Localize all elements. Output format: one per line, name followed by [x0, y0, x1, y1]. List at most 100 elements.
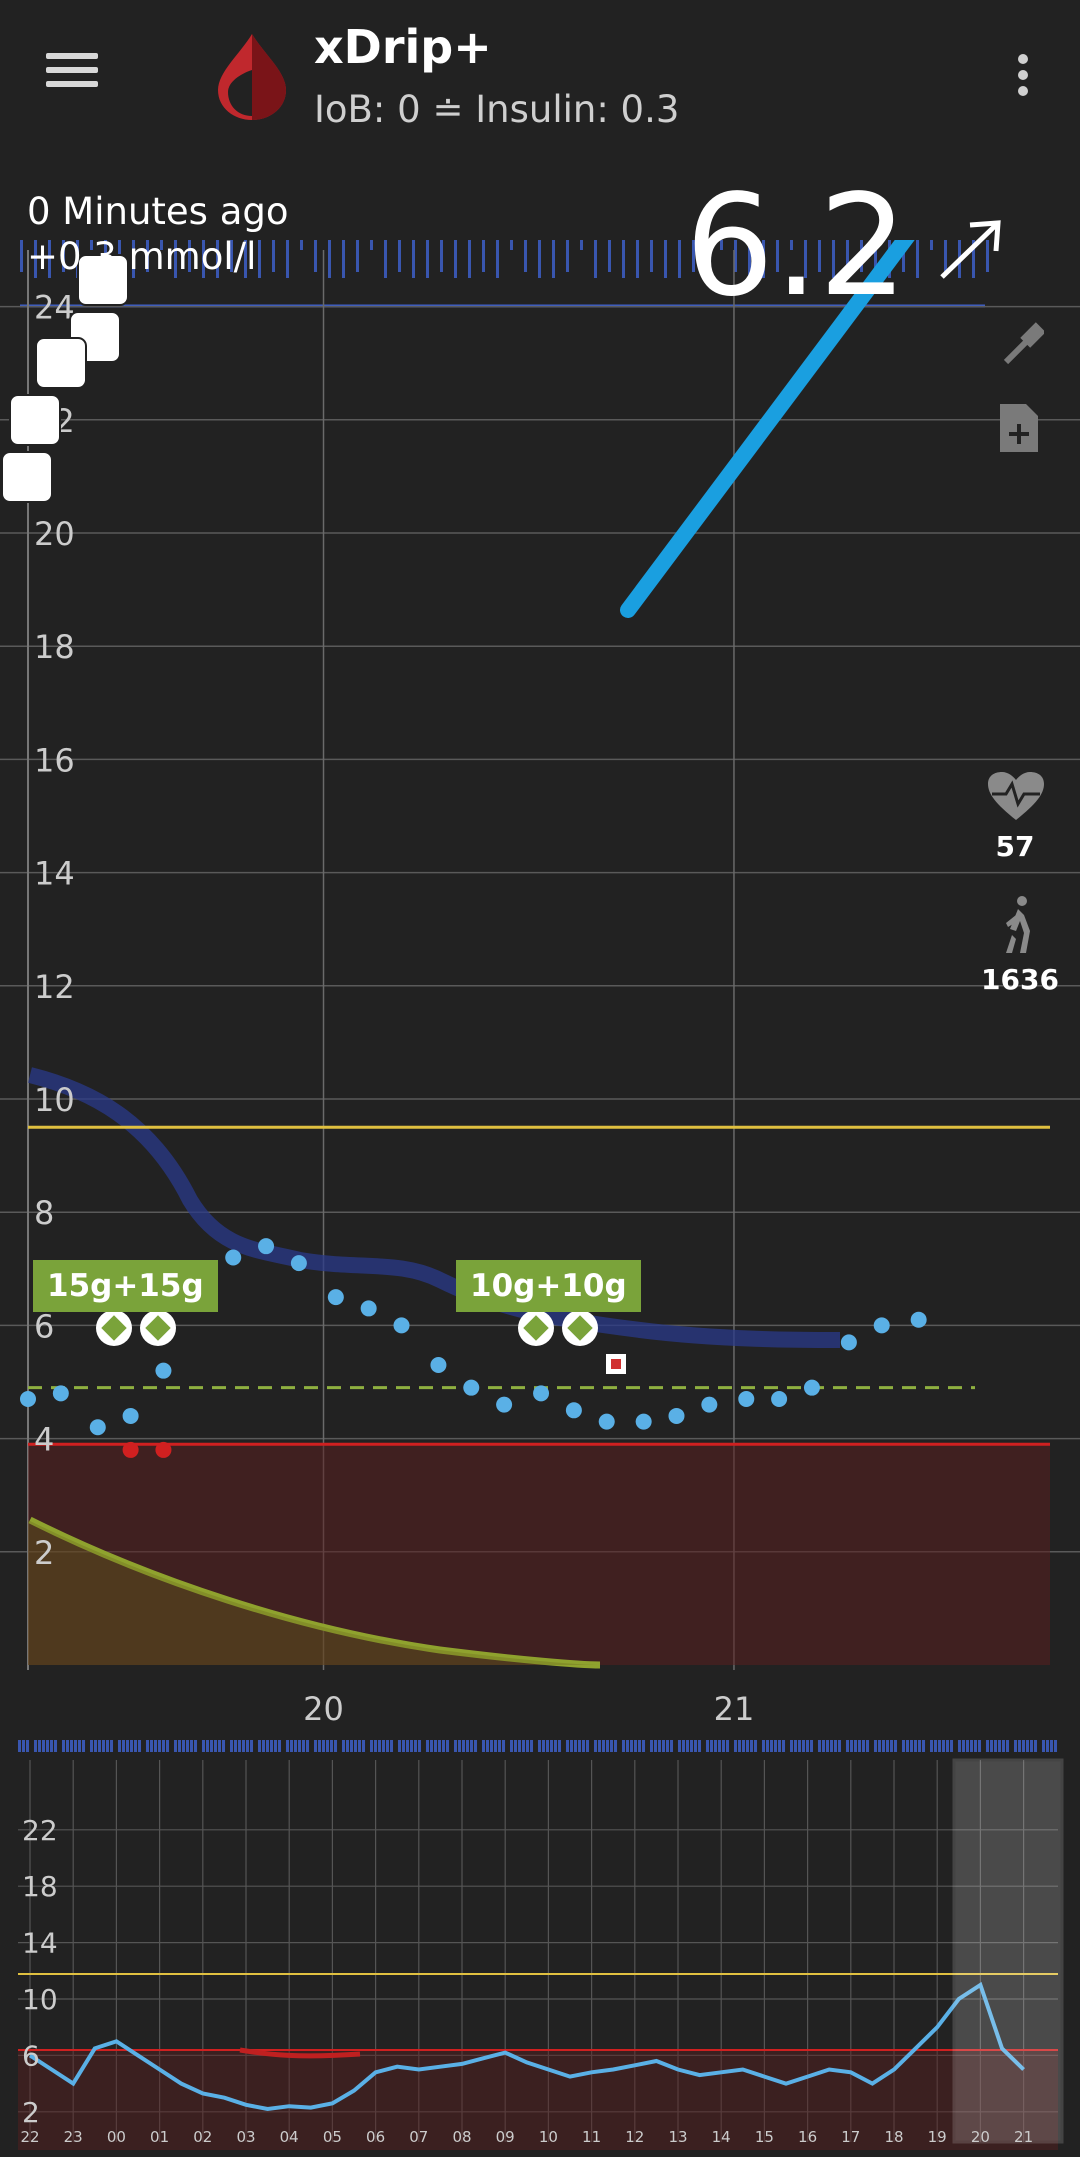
- y-tick-label: 2: [34, 1534, 54, 1572]
- x-tick-label: 21: [714, 1690, 755, 1728]
- app-title: xDrip+: [314, 20, 492, 74]
- overflow-menu-icon[interactable]: [1000, 48, 1046, 108]
- glucose-point: [598, 1413, 615, 1430]
- overview-x-tick: 01: [150, 2128, 169, 2146]
- x-axis-labels: 20 21: [303, 1690, 754, 1728]
- overview-x-tick: 11: [582, 2128, 601, 2146]
- delta-value: +0.3 mmol/l: [27, 235, 257, 278]
- glucose-point: [533, 1385, 550, 1402]
- overview-x-tick: 15: [755, 2128, 774, 2146]
- overview-x-tick: 21: [1014, 2128, 1033, 2146]
- overview-x-tick: 13: [668, 2128, 687, 2146]
- app-bar: xDrip+ IoB: 0 ≐ Insulin: 0.3: [0, 0, 1080, 150]
- overview-x-tick: 06: [366, 2128, 385, 2146]
- y-tick-label: 8: [34, 1194, 54, 1232]
- glucose-point: [122, 1441, 139, 1458]
- glucose-point: [155, 1362, 172, 1379]
- y-tick-label: 10: [34, 1081, 75, 1119]
- overview-y-tick: 6: [22, 2039, 40, 2072]
- hamburger-menu-icon[interactable]: [40, 45, 104, 101]
- glucose-point: [565, 1402, 582, 1419]
- glucose-point: [360, 1300, 377, 1317]
- y-tick-label: 20: [34, 515, 75, 553]
- glucose-point: [635, 1413, 652, 1430]
- overview-y-tick: 2: [22, 2096, 40, 2129]
- overview-x-tick: 22: [20, 2128, 39, 2146]
- blood-test-icon[interactable]: [998, 318, 1044, 370]
- glucose-point: [910, 1311, 927, 1328]
- overview-chart[interactable]: 2 6 10 14 18 22 22 23 00 01 02 03 04 05 06 07 08 09 10 11 1…: [0, 1740, 1080, 2157]
- glucose-point: [668, 1407, 685, 1424]
- glucose-point: [496, 1396, 513, 1413]
- overview-x-tick: 00: [107, 2128, 126, 2146]
- steps-value: 1636: [981, 963, 1059, 996]
- overview-viewport-selection: [952, 1758, 1064, 2144]
- trend-arrow-icon: [940, 220, 1001, 279]
- overview-x-tick: 08: [452, 2128, 471, 2146]
- overview-x-tick: 07: [409, 2128, 428, 2146]
- overview-y-tick: 14: [22, 1927, 58, 1960]
- overview-y-tick: 10: [22, 1983, 58, 2016]
- overview-x-labels: 22 23 00 01 02 03 04 05 06 07 08 09 10 11 12 13 14 15 16 17…: [20, 2128, 1033, 2146]
- overview-x-tick: 09: [496, 2128, 515, 2146]
- glucose-point: [290, 1255, 307, 1272]
- glucose-point: [155, 1441, 172, 1458]
- add-note-icon[interactable]: [996, 400, 1042, 456]
- y-tick-label: 12: [34, 968, 75, 1006]
- heart-rate-icon: [988, 772, 1044, 820]
- carb-absorption-curve: [28, 1516, 601, 1669]
- glucose-point: [225, 1249, 242, 1266]
- low-range-zone: [28, 1445, 1050, 1665]
- overview-x-tick: 23: [64, 2128, 83, 2146]
- overview-grid: [18, 1760, 1058, 2142]
- minutes-ago: 0 Minutes ago: [27, 190, 289, 233]
- overview-x-tick: 10: [539, 2128, 558, 2146]
- glucose-point: [89, 1419, 106, 1436]
- overview-x-tick: 17: [841, 2128, 860, 2146]
- x-tick-label: 20: [303, 1690, 344, 1728]
- glucose-point: [258, 1238, 275, 1255]
- glucose-point: [430, 1357, 447, 1374]
- iob-insulin-status: IoB: 0 ≐ Insulin: 0.3: [314, 88, 680, 131]
- glucose-point: [463, 1379, 480, 1396]
- blood-drop-logo-icon: [218, 34, 286, 120]
- y-tick-label: 18: [34, 628, 75, 666]
- overview-x-tick: 12: [625, 2128, 644, 2146]
- note-icons: [1, 254, 129, 503]
- overview-y-tick: 22: [22, 1814, 58, 1847]
- carb-label-1: 15g+15g: [33, 1260, 218, 1312]
- y-tick-label: 24: [34, 289, 75, 327]
- overview-y-labels: 2 6 10 14 18 22: [22, 1814, 58, 2129]
- overview-glucose-line: [28, 1981, 1025, 2112]
- y-tick-label: 6: [34, 1307, 54, 1345]
- carb-absorption-area: [28, 1520, 600, 1665]
- overview-y-tick: 18: [22, 1870, 58, 1903]
- glucose-point: [771, 1390, 788, 1407]
- glucose-point: [803, 1379, 820, 1396]
- prediction-line: [28, 1067, 841, 1348]
- glucose-point: [20, 1390, 36, 1407]
- steps-walking-icon: [1006, 896, 1030, 953]
- carb-markers: [96, 1310, 626, 1374]
- glucose-point: [701, 1396, 718, 1413]
- overview-x-tick: 18: [884, 2128, 903, 2146]
- glucose-point: [840, 1334, 857, 1351]
- overview-x-tick: 16: [798, 2128, 817, 2146]
- overview-x-tick: 19: [928, 2128, 947, 2146]
- glucose-point: [873, 1317, 890, 1334]
- overview-x-tick: 14: [712, 2128, 731, 2146]
- y-tick-label: 4: [34, 1421, 54, 1459]
- overview-x-tick: 02: [193, 2128, 212, 2146]
- glucose-point: [122, 1407, 139, 1424]
- carb-label-2: 10g+10g: [456, 1260, 641, 1312]
- y-tick-label: 14: [34, 855, 75, 893]
- heart-rate-value: 57: [995, 830, 1035, 863]
- overview-x-tick: 20: [971, 2128, 990, 2146]
- overview-basal-bars: [18, 1740, 1057, 1752]
- overview-x-tick: 05: [323, 2128, 342, 2146]
- glucose-point: [393, 1317, 410, 1334]
- annotation-arrow: [620, 240, 915, 618]
- glucose-point: [52, 1385, 69, 1402]
- overview-x-tick: 03: [236, 2128, 255, 2146]
